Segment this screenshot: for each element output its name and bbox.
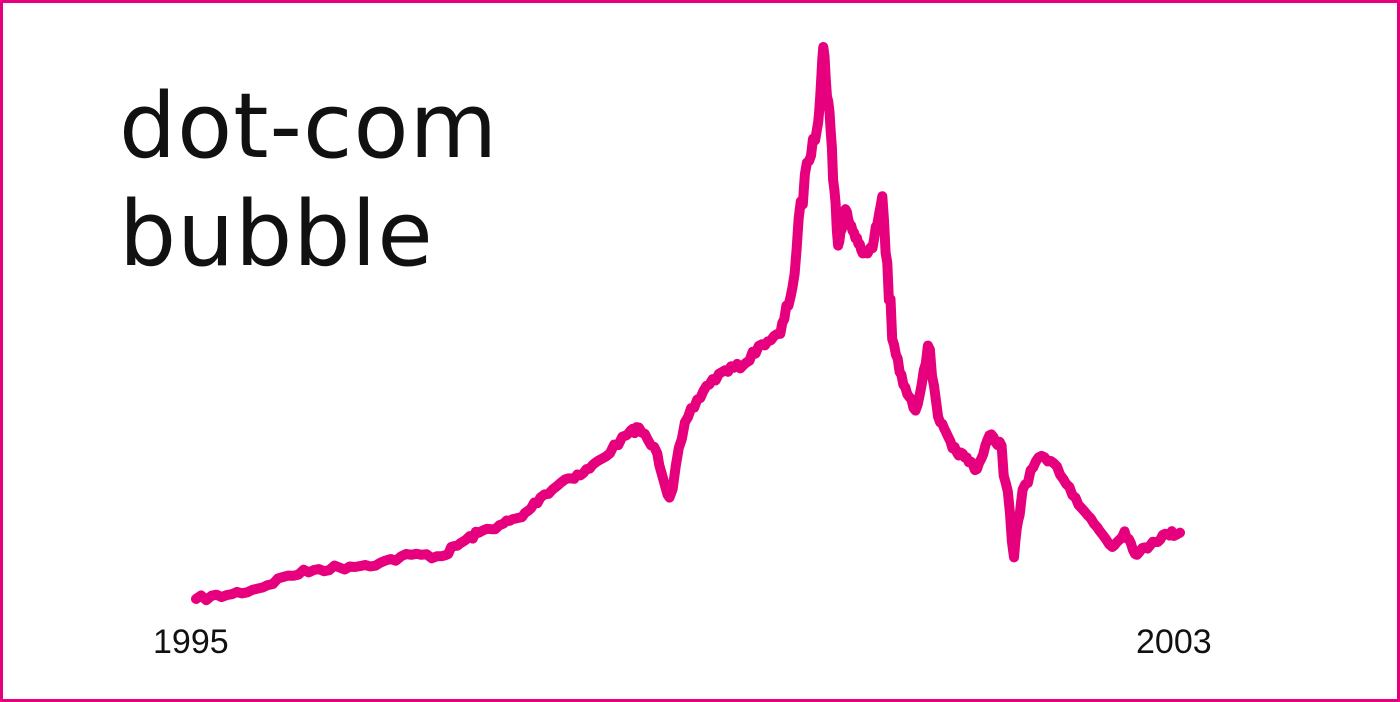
chart-title: dot-com bubble bbox=[119, 73, 498, 289]
chart-title-line-2: bubble bbox=[119, 182, 434, 287]
series-line bbox=[191, 42, 1185, 606]
chart-title-line-1: dot-com bbox=[119, 74, 499, 179]
x-tick-label-end: 2003 bbox=[1136, 623, 1212, 661]
line-chart bbox=[191, 42, 1185, 606]
x-tick-label-start: 1995 bbox=[153, 623, 229, 661]
